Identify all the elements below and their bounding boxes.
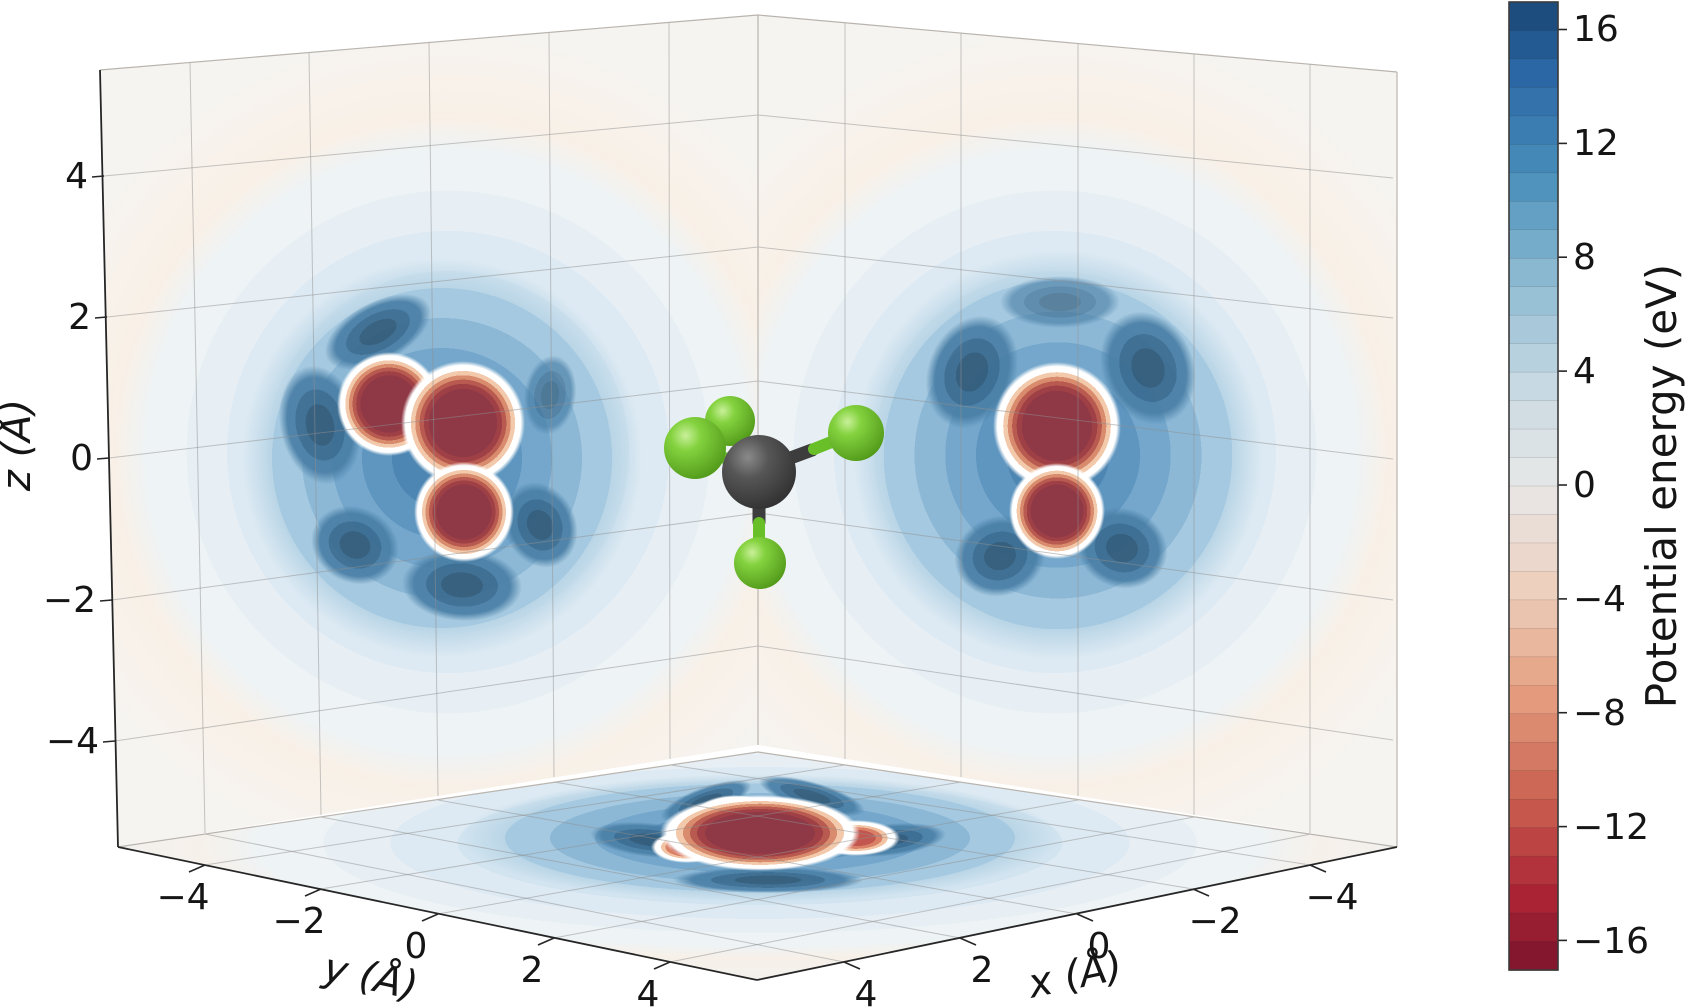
- right-wall-deep-blue-ring: [925, 276, 1196, 597]
- cbar-tick-4: 4: [1573, 351, 1596, 392]
- left-wall-yz-slice: [100, 15, 758, 847]
- green-atom-left: [664, 417, 726, 479]
- green-atom-bottom: [734, 537, 786, 589]
- colorbar: 16 12 8 4 0 −4 −8 −12 −16 Potential ener…: [1508, 1, 1686, 971]
- y-tick-neg2: −2: [272, 901, 325, 942]
- central-dark-atom: [722, 435, 796, 509]
- z-axis-title: z (Å): [0, 399, 40, 492]
- x-tick-neg4: −4: [1305, 877, 1358, 918]
- molecule-ball-and-stick: [664, 396, 884, 589]
- colorbar-border: [1508, 1, 1559, 971]
- x-tick-4: 4: [855, 974, 878, 1008]
- cbar-tick-neg12: −12: [1573, 807, 1649, 848]
- z-tick-0: 0: [70, 438, 93, 479]
- cbar-tick-neg8: −8: [1573, 693, 1626, 734]
- tick-marks: [91, 28, 1567, 970]
- cbar-tick-12: 12: [1573, 123, 1619, 164]
- cbar-tick-16: 16: [1573, 9, 1619, 50]
- cbar-tick-neg16: −16: [1573, 921, 1649, 962]
- y-tick-neg4: −4: [156, 877, 209, 918]
- right-wall-negative-wells: [993, 362, 1121, 559]
- x-tick-2: 2: [971, 950, 994, 991]
- z-axis-labels: 4 2 0 −2 −4 z (Å): [0, 156, 99, 762]
- x-tick-neg2: −2: [1188, 901, 1241, 942]
- colorbar-bands: [1508, 1, 1559, 971]
- y-tick-4: 4: [637, 974, 660, 1008]
- grid-lines: [103, 22, 1394, 963]
- y-tick-0: 0: [405, 926, 428, 967]
- y-tick-2: 2: [521, 950, 544, 991]
- floor-back-edges: [117, 751, 1398, 848]
- x-axis-spine: [756, 846, 1398, 981]
- colorbar-tick-labels: 16 12 8 4 0 −4 −8 −12 −16: [1573, 9, 1649, 962]
- cbar-tick-8: 8: [1573, 237, 1596, 278]
- z-tick-4: 4: [65, 156, 88, 197]
- x-tick-0: 0: [1088, 926, 1111, 967]
- cbar-tick-neg4: −4: [1573, 579, 1626, 620]
- x-axis-title: x (Å): [1022, 941, 1127, 1008]
- colorbar-title: Potential energy (eV): [1637, 264, 1686, 708]
- green-atom-right: [828, 405, 884, 461]
- z-tick-2: 2: [68, 297, 91, 338]
- left-wall-negative-wells: [337, 352, 525, 562]
- z-tick-neg2: −2: [43, 580, 96, 621]
- box-edges: [99, 14, 1398, 848]
- cbar-tick-0: 0: [1573, 465, 1596, 506]
- z-tick-neg4: −4: [46, 721, 99, 762]
